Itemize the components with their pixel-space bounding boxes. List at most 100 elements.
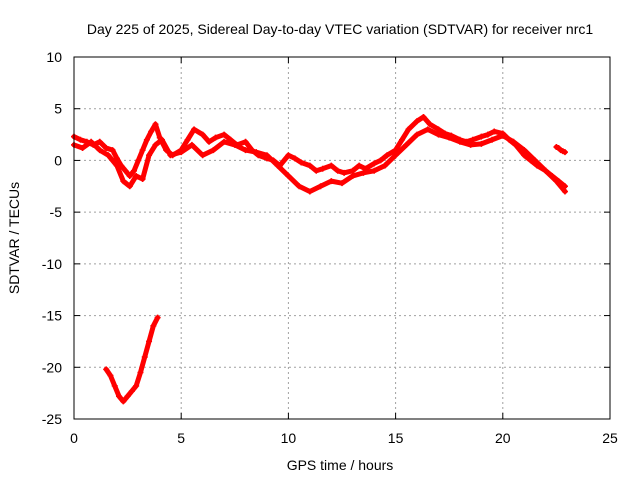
data-points bbox=[71, 113, 568, 405]
data-point bbox=[103, 366, 110, 373]
data-point bbox=[403, 141, 410, 148]
x-axis-label: GPS time / hours bbox=[287, 457, 394, 473]
data-point bbox=[128, 388, 135, 395]
data-point bbox=[349, 167, 356, 174]
y-tick-label: -5 bbox=[50, 204, 63, 220]
data-point bbox=[296, 183, 303, 190]
data-point bbox=[285, 152, 292, 159]
data-point bbox=[298, 159, 305, 166]
x-axis-ticks: 0 5 10 15 20 25 bbox=[70, 57, 618, 446]
data-point bbox=[141, 353, 148, 360]
data-point bbox=[405, 126, 412, 133]
data-point bbox=[456, 138, 463, 145]
data-point bbox=[291, 155, 298, 162]
data-point bbox=[111, 382, 118, 389]
data-point bbox=[253, 149, 260, 156]
data-point bbox=[531, 157, 538, 164]
data-point bbox=[96, 138, 103, 145]
x-tick-label: 20 bbox=[495, 430, 511, 446]
data-point bbox=[313, 167, 320, 174]
data-point bbox=[152, 141, 159, 148]
data-point bbox=[139, 147, 146, 154]
data-point bbox=[221, 131, 228, 138]
data-point bbox=[435, 131, 442, 138]
data-point bbox=[133, 382, 140, 389]
data-point bbox=[146, 152, 153, 159]
series-trace-upper bbox=[71, 113, 568, 190]
data-point bbox=[191, 126, 198, 133]
y-axis-ticks: 10 5 0 -5 -10 -15 -20 -25 bbox=[42, 49, 610, 427]
y-axis-label: SDTVAR / TECUs bbox=[6, 182, 22, 294]
data-point bbox=[148, 128, 155, 135]
data-point bbox=[328, 162, 335, 169]
data-point bbox=[113, 155, 120, 162]
data-point bbox=[484, 131, 491, 138]
series-trace-lower bbox=[71, 126, 568, 195]
data-point bbox=[420, 113, 427, 120]
plot-frame bbox=[73, 56, 611, 420]
y-tick-label: 10 bbox=[46, 49, 62, 65]
data-point bbox=[131, 167, 138, 174]
data-point bbox=[212, 134, 219, 141]
data-point bbox=[124, 393, 131, 400]
data-point bbox=[116, 393, 123, 400]
data-point bbox=[199, 152, 206, 159]
data-point bbox=[510, 138, 517, 145]
data-point bbox=[133, 172, 140, 179]
data-point bbox=[199, 131, 206, 138]
data-point bbox=[152, 121, 159, 128]
data-point bbox=[414, 118, 421, 125]
data-point bbox=[521, 147, 528, 154]
data-point bbox=[399, 136, 406, 143]
data-point bbox=[158, 136, 165, 143]
y-tick-label: -15 bbox=[42, 308, 62, 324]
data-point bbox=[210, 147, 217, 154]
data-point bbox=[553, 178, 560, 185]
data-point bbox=[469, 136, 476, 143]
data-point bbox=[188, 141, 195, 148]
data-point bbox=[139, 176, 146, 183]
data-point bbox=[154, 314, 161, 321]
data-point bbox=[150, 322, 157, 329]
data-point bbox=[446, 134, 453, 141]
data-point bbox=[467, 141, 474, 148]
data-point bbox=[306, 188, 313, 195]
data-point bbox=[146, 338, 153, 345]
data-point bbox=[107, 372, 114, 379]
data-point bbox=[356, 162, 363, 169]
data-point bbox=[349, 172, 356, 179]
data-point bbox=[371, 160, 378, 167]
data-point bbox=[317, 183, 324, 190]
data-point bbox=[424, 126, 431, 133]
y-tick-label: -10 bbox=[42, 256, 62, 272]
data-point bbox=[360, 169, 367, 176]
data-point bbox=[478, 140, 485, 147]
data-point bbox=[499, 132, 506, 139]
data-point bbox=[109, 147, 116, 154]
data-point bbox=[426, 121, 433, 128]
data-point bbox=[414, 131, 421, 138]
data-point bbox=[377, 157, 384, 164]
series-line bbox=[71, 114, 568, 189]
data-point bbox=[137, 369, 144, 376]
data-point bbox=[392, 152, 399, 159]
data-point bbox=[126, 183, 133, 190]
y-tick-label: 5 bbox=[54, 101, 62, 117]
data-point bbox=[285, 172, 292, 179]
data-point bbox=[561, 149, 568, 156]
x-tick-label: 10 bbox=[281, 430, 297, 446]
y-tick-label: -25 bbox=[42, 411, 62, 427]
series-trace-early-dip bbox=[103, 314, 161, 405]
data-point bbox=[274, 162, 281, 169]
data-point bbox=[122, 167, 129, 174]
data-point bbox=[178, 149, 185, 156]
data-point bbox=[79, 145, 86, 152]
data-point bbox=[242, 147, 249, 154]
data-point bbox=[135, 157, 142, 164]
data-point bbox=[120, 178, 127, 185]
data-point bbox=[113, 162, 120, 169]
series-trace-end-fragment bbox=[553, 143, 568, 156]
data-point bbox=[489, 136, 496, 143]
data-point bbox=[263, 152, 270, 159]
